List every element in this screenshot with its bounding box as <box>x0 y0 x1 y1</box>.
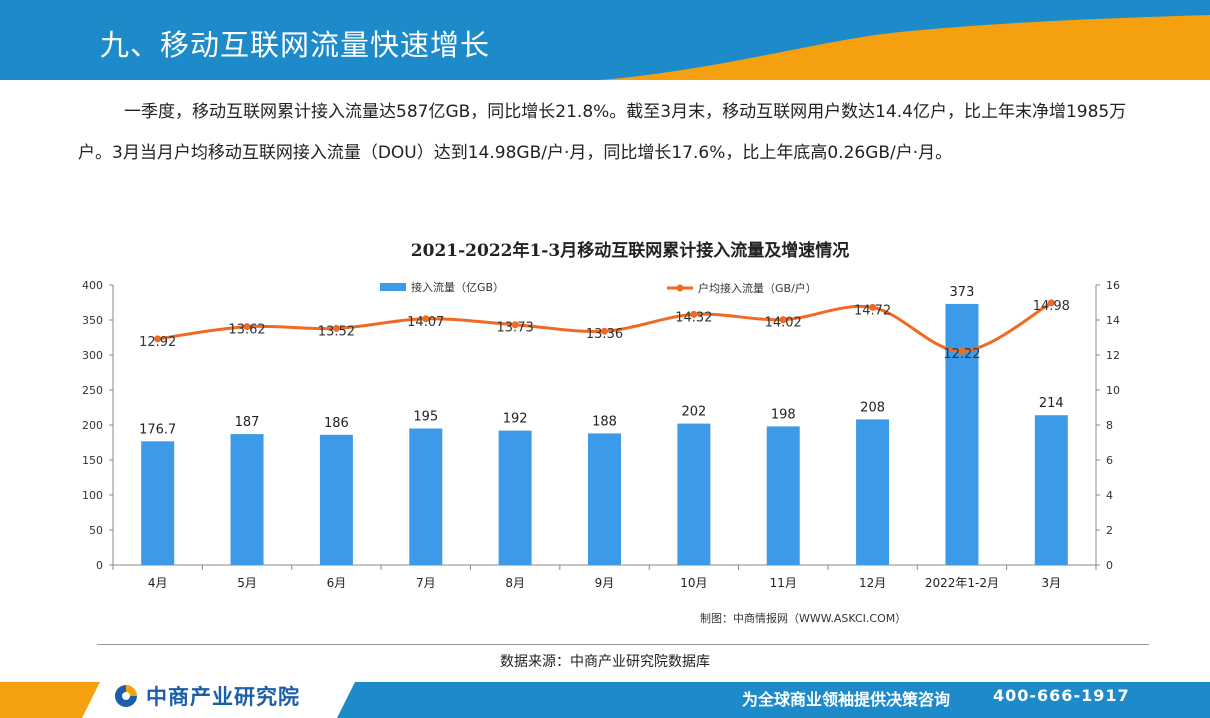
bar <box>141 441 175 565</box>
bar <box>230 434 264 565</box>
x-tick-label: 12月 <box>859 576 886 590</box>
summary-paragraph: 一季度，移动互联网累计接入流量达587亿GB，同比增长21.8%。截至3月末，移… <box>78 92 1138 174</box>
bar-label: 176.7 <box>139 422 176 437</box>
bar-label: 198 <box>771 407 796 422</box>
summary-text: 一季度，移动互联网累计接入流量达587亿GB，同比增长21.8%。截至3月末，移… <box>78 102 1127 163</box>
line-label: 14.02 <box>765 316 802 331</box>
x-tick-label: 6月 <box>327 576 347 590</box>
y-left-tick-label: 350 <box>82 314 103 327</box>
footer-divider <box>97 644 1149 645</box>
y-left-tick-label: 0 <box>96 559 103 572</box>
legend-line-marker <box>676 284 684 292</box>
traffic-chart: 2021-2022年1-3月移动互联网累计接入流量及增速情况 050100150… <box>82 240 1120 625</box>
page-title: 九、移动互联网流量快速增长 <box>100 28 491 62</box>
line-point <box>1047 299 1055 307</box>
bar <box>856 419 890 565</box>
y-left-tick-label: 300 <box>82 349 103 362</box>
line-point <box>601 327 608 335</box>
line-point <box>958 347 966 355</box>
line-point <box>511 321 519 329</box>
line-point <box>154 335 162 343</box>
chart-title: 2021-2022年1-3月移动互联网累计接入流量及增速情况 <box>411 240 849 261</box>
y-right-tick-label: 12 <box>1106 349 1120 362</box>
footer-phone: 400-666-1917 <box>993 686 1130 705</box>
data-source: 数据来源：中商产业研究院数据库 <box>500 654 710 670</box>
legend-line-label: 户均接入流量（GB/户） <box>698 281 817 295</box>
y-right-tick-label: 16 <box>1106 279 1120 292</box>
x-tick-label: 4月 <box>148 576 168 590</box>
footer-band <box>0 676 1210 718</box>
line-label: 14.98 <box>1033 299 1070 314</box>
y-left-tick-label: 50 <box>89 524 103 537</box>
y-left-tick-label: 100 <box>82 489 103 502</box>
bar-label: 195 <box>413 410 438 425</box>
bar <box>1034 415 1068 565</box>
bar-label: 186 <box>324 416 349 431</box>
bar-label: 188 <box>592 414 617 429</box>
x-tick-label: 10月 <box>680 576 707 590</box>
line-label: 13.62 <box>228 323 265 338</box>
legend-bar-label: 接入流量（亿GB） <box>411 280 504 294</box>
bar-label: 208 <box>860 400 885 415</box>
bar-label: 192 <box>503 412 528 427</box>
bar <box>498 430 532 565</box>
x-tick-label: 11月 <box>770 576 797 590</box>
header-band: 九、移动互联网流量快速增长 <box>0 0 1210 80</box>
y-right-tick-label: 4 <box>1106 489 1113 502</box>
bar <box>588 433 621 565</box>
bar-label: 202 <box>681 405 706 420</box>
line-label: 12.22 <box>943 347 980 362</box>
x-tick-label: 7月 <box>416 576 436 590</box>
line-point <box>332 324 340 332</box>
y-left-tick-label: 250 <box>82 384 103 397</box>
y-left-tick-label: 150 <box>82 454 103 467</box>
line-label: 13.36 <box>586 327 623 342</box>
logo-text: 中商产业研究院 <box>146 685 300 709</box>
line-label: 13.73 <box>497 321 534 336</box>
y-right-tick-label: 0 <box>1106 559 1113 572</box>
y-right-tick-label: 14 <box>1106 314 1120 327</box>
line-label: 14.07 <box>407 315 444 330</box>
y-right-tick-label: 2 <box>1106 524 1113 537</box>
y-right-tick-label: 8 <box>1106 419 1113 432</box>
line-label: 12.92 <box>139 335 176 350</box>
line-point <box>690 310 698 318</box>
line-point <box>243 323 251 331</box>
y-left-tick-label: 200 <box>82 419 103 432</box>
y-left-tick-label: 400 <box>82 279 103 292</box>
logo-icon <box>115 685 137 707</box>
legend-bar-swatch <box>380 283 406 291</box>
company-logo: 中商产业研究院 <box>112 683 300 709</box>
line-label: 14.32 <box>675 310 712 325</box>
line-label: 13.52 <box>318 324 355 339</box>
x-tick-label: 2022年1-2月 <box>925 576 999 590</box>
bar <box>319 434 353 565</box>
bar-label: 187 <box>235 415 260 430</box>
bar <box>945 303 979 565</box>
line-label: 14.72 <box>854 303 891 318</box>
bar-label: 214 <box>1039 396 1064 411</box>
footer-slogan: 为全球商业领袖提供决策咨询 <box>742 690 951 709</box>
line-point <box>779 316 787 324</box>
line-point <box>422 315 430 323</box>
y-right-tick-label: 10 <box>1106 384 1120 397</box>
x-tick-label: 8月 <box>505 576 525 590</box>
bar <box>677 423 711 565</box>
x-tick-label: 5月 <box>237 576 257 590</box>
line-point <box>869 303 877 311</box>
bar <box>766 426 800 565</box>
chart-credit: 制图：中商情报网（WWW.ASKCI.COM） <box>700 611 906 625</box>
y-right-tick-label: 6 <box>1106 454 1113 467</box>
bar <box>409 428 443 565</box>
x-tick-label: 9月 <box>595 576 615 590</box>
x-tick-label: 3月 <box>1041 576 1061 590</box>
bar-label: 373 <box>950 285 975 300</box>
